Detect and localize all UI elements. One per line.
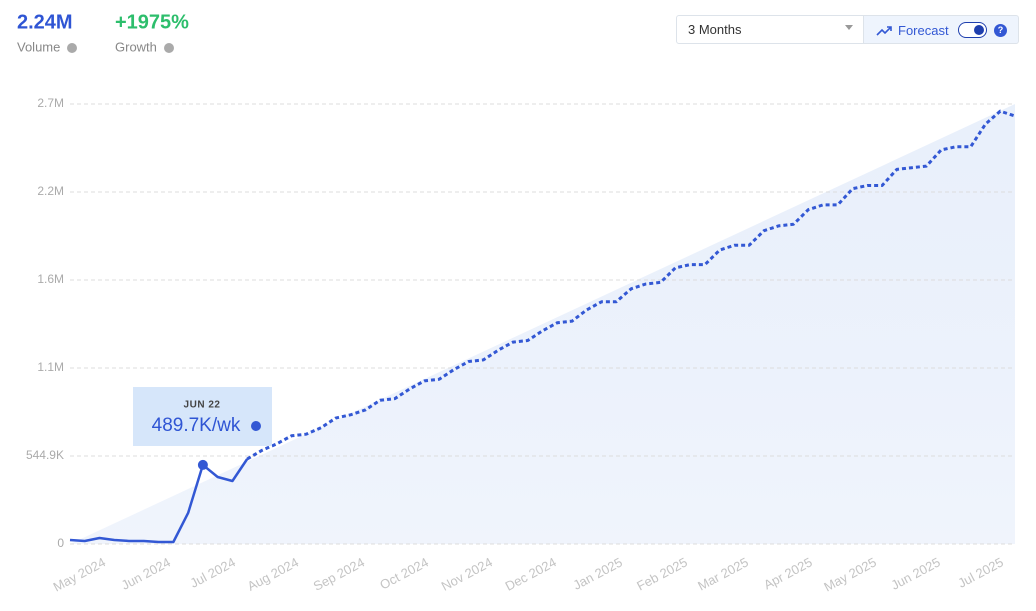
x-tick-label: Oct 2024 [377, 554, 431, 592]
trend-icon [876, 26, 892, 36]
trend-area [70, 104, 1015, 544]
y-tick-label: 2.7M [37, 96, 64, 110]
y-tick-label: 1.6M [37, 272, 64, 286]
help-icon[interactable] [67, 43, 77, 53]
x-tick-label: May 2024 [51, 554, 108, 594]
growth-value: +1975% [115, 11, 189, 33]
dropdown-arrow [845, 25, 853, 30]
x-tick-label: Dec 2024 [503, 554, 559, 593]
toggle-knob [974, 25, 984, 35]
volume-label: Volume [17, 39, 60, 54]
x-tick-label: Nov 2024 [439, 554, 495, 593]
x-tick-label: Apr 2025 [761, 554, 815, 592]
x-tick-label: Jun 2024 [119, 554, 173, 592]
forecast-control[interactable]: Forecast ? [864, 15, 1019, 44]
forecast-toggle[interactable] [958, 22, 987, 38]
tooltip-box [133, 387, 272, 446]
x-tick-label: May 2025 [821, 554, 878, 594]
y-tick-label: 2.2M [37, 184, 64, 198]
x-tick-label: Jan 2025 [571, 554, 625, 592]
x-tick-label: Jul 2025 [955, 554, 1005, 590]
y-tick-label: 0 [57, 536, 64, 550]
tooltip: JUN 22 489.7K/wk [133, 387, 272, 446]
volume-value: 2.24M [17, 11, 73, 33]
range-dropdown[interactable]: 3 Months [676, 15, 864, 44]
volume-line [69, 458, 249, 544]
x-tick-label: Aug 2024 [245, 554, 301, 593]
y-tick-label: 544.9K [26, 448, 64, 462]
help-icon[interactable]: ? [994, 24, 1007, 37]
range-text: 3 Months [688, 22, 742, 37]
help-icon[interactable] [164, 43, 174, 53]
y-tick-label: 1.1M [37, 360, 64, 374]
help-icon[interactable] [251, 421, 261, 431]
tooltip-value: 489.7K/wk [152, 415, 241, 436]
growth-label: Growth [115, 39, 157, 54]
x-tick-label: Mar 2025 [695, 554, 751, 593]
forecast-line [246, 109, 1016, 461]
x-tick-label: Jun 2025 [888, 554, 942, 592]
x-tick-label: Feb 2025 [634, 554, 690, 593]
x-tick-label: Jul 2024 [188, 554, 238, 590]
forecast-text: Forecast [898, 23, 949, 38]
x-tick-label: Sep 2024 [311, 554, 367, 593]
hover-point [197, 459, 208, 470]
tooltip-date: JUN 22 [184, 400, 221, 411]
